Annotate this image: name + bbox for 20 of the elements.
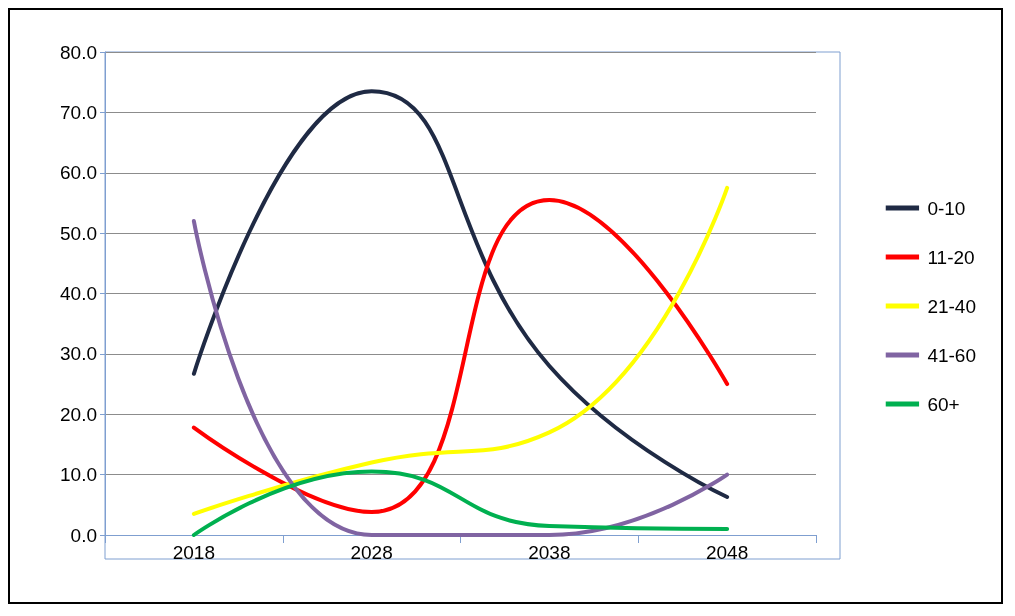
x-tick-label: 2038 bbox=[528, 542, 571, 563]
y-tick-label: 0.0 bbox=[70, 524, 97, 546]
y-tick-label: 70.0 bbox=[60, 101, 97, 123]
x-tick-label: 2018 bbox=[172, 542, 216, 563]
line-series bbox=[191, 89, 730, 499]
legend-label: 21-40 bbox=[927, 295, 977, 317]
y-tick-label: 60.0 bbox=[60, 162, 97, 184]
x-tick-label: 2048 bbox=[705, 542, 749, 563]
legend-label: 60+ bbox=[927, 393, 960, 415]
legend-label: 11-20 bbox=[927, 246, 975, 268]
y-tick-label: 20.0 bbox=[60, 403, 97, 425]
y-tick-label: 80.0 bbox=[60, 41, 97, 63]
y-tick-label: 10.0 bbox=[60, 464, 97, 486]
legend-label: 41-60 bbox=[927, 344, 977, 366]
y-tick-label: 50.0 bbox=[60, 222, 97, 244]
x-tick-label: 2028 bbox=[350, 542, 393, 563]
y-tick-label: 40.0 bbox=[60, 283, 97, 304]
line-series bbox=[191, 469, 730, 537]
legend-label: 0-10 bbox=[927, 197, 966, 219]
y-tick-label: 30.0 bbox=[60, 343, 97, 365]
